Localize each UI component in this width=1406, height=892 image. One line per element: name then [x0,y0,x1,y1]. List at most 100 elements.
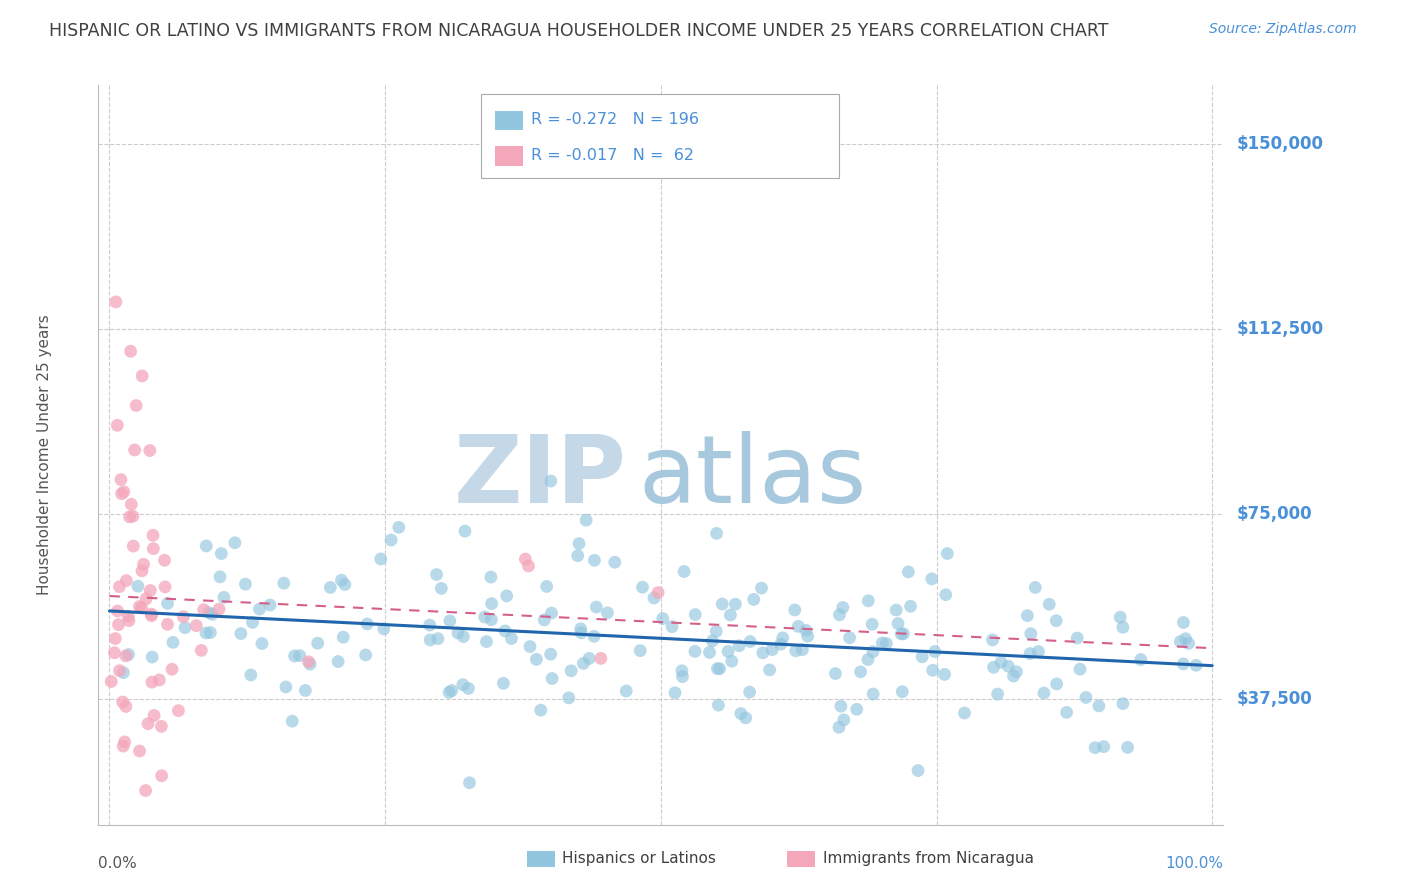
Point [330,573,353,587]
Point [831,600,853,615]
Point [208,602,231,616]
Point [135,783,157,797]
Point [583,553,606,567]
Point [890,627,912,641]
Text: ZIP: ZIP [454,431,627,523]
Point [742,592,765,607]
Point [761,642,783,657]
Point [104,294,127,309]
Point [540,647,562,661]
Text: 0.0%: 0.0% [98,855,138,871]
Point [987,687,1010,701]
Point [111,695,134,709]
Point [117,609,139,624]
Point [108,664,131,678]
Point [828,720,851,734]
Point [884,603,907,617]
Point [541,672,564,686]
Point [457,681,479,696]
Text: R = -0.017   N =  62: R = -0.017 N = 62 [531,148,695,162]
Point [921,572,943,586]
Point [706,662,728,676]
Point [195,626,218,640]
Text: R = -0.272   N = 196: R = -0.272 N = 196 [531,112,699,127]
Point [699,645,721,659]
Point [307,636,329,650]
Point [1185,658,1208,673]
Point [1069,662,1091,676]
Point [136,716,159,731]
Point [936,547,959,561]
Point [440,683,463,698]
Point [162,635,184,649]
Point [110,487,132,501]
Point [720,654,742,668]
Point [738,685,761,699]
Point [1032,686,1054,700]
Point [494,624,516,638]
Point [661,620,683,634]
Point [558,690,581,705]
Point [519,640,541,654]
Text: Immigrants from Nicaragua: Immigrants from Nicaragua [823,851,1033,865]
Point [281,714,304,729]
Point [104,632,127,646]
Point [127,579,149,593]
Point [1174,632,1197,646]
Text: Householder Income Under 25 years: Householder Income Under 25 years [37,315,52,595]
Point [828,607,851,622]
Point [1177,636,1199,650]
Point [751,581,773,595]
Point [628,643,651,657]
Point [769,637,792,651]
Point [100,674,122,689]
Point [294,683,316,698]
Point [156,617,179,632]
Point [1066,631,1088,645]
Point [907,764,929,778]
Point [631,580,654,594]
Point [453,630,475,644]
Point [235,577,257,591]
Point [704,624,727,639]
Point [1112,697,1135,711]
Point [794,624,817,638]
Point [900,599,922,614]
Point [830,699,852,714]
Point [131,564,153,578]
Point [603,555,626,569]
Point [172,609,194,624]
Point [583,629,606,643]
Point [515,552,537,566]
Point [845,702,868,716]
Point [125,399,148,413]
Point [132,558,155,572]
Point [1005,665,1028,679]
Point [492,676,515,690]
Point [141,608,163,623]
Point [326,655,349,669]
Point [273,576,295,591]
Point [711,597,734,611]
Point [118,510,141,524]
Point [758,663,780,677]
Point [1038,597,1060,611]
Point [983,660,1005,674]
Point [792,642,814,657]
Point [1170,634,1192,648]
Point [596,606,619,620]
Point [447,626,470,640]
Point [139,583,162,598]
Point [249,602,271,616]
Point [1024,581,1046,595]
Point [141,650,163,665]
Point [717,644,740,658]
Point [785,644,807,658]
Point [110,473,132,487]
Point [897,565,920,579]
Point [115,574,138,588]
Point [1092,739,1115,754]
Point [501,632,523,646]
Point [153,580,176,594]
Point [107,617,129,632]
